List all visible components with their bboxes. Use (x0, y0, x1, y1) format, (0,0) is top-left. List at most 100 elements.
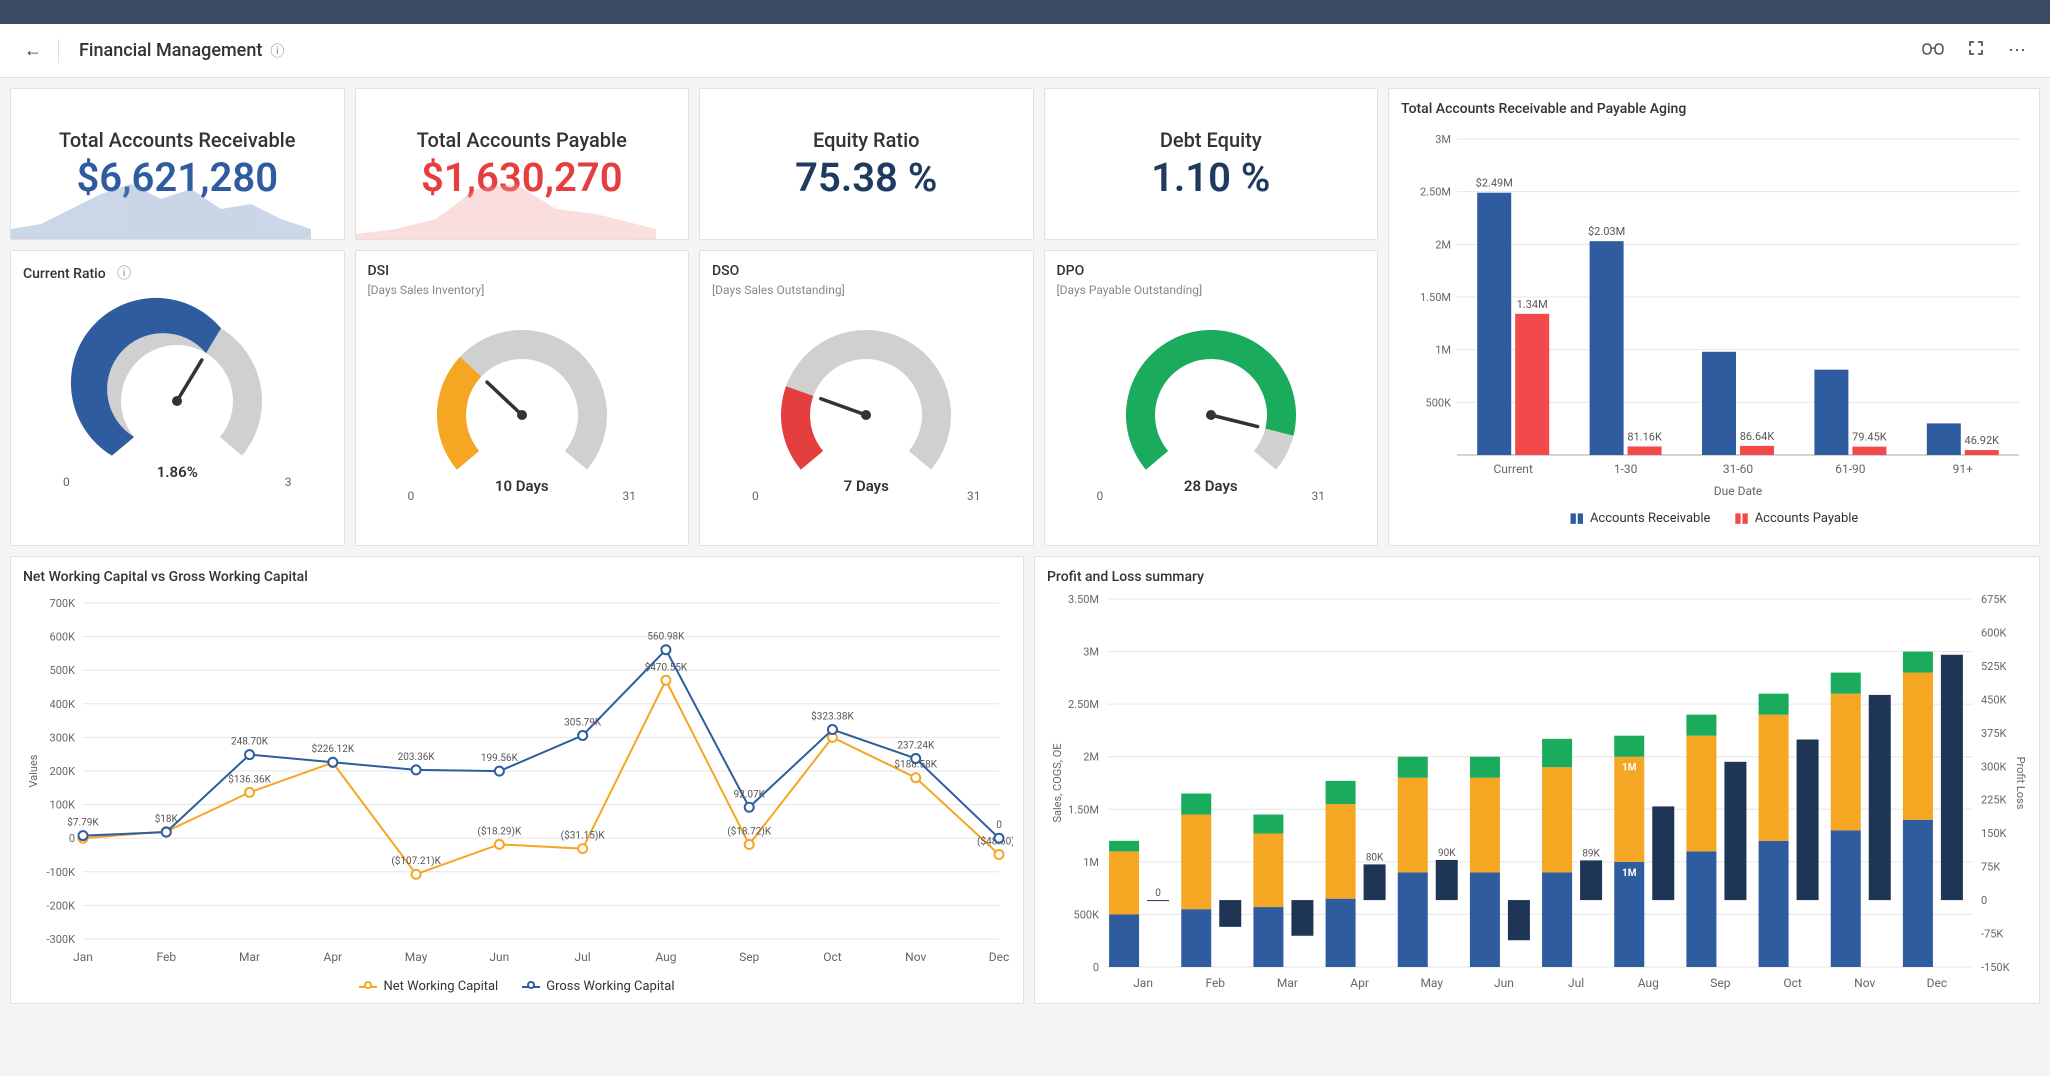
svg-text:Jan: Jan (73, 950, 93, 964)
page-title: Financial Management (79, 40, 262, 61)
chart-title: Net Working Capital vs Gross Working Cap… (23, 569, 1011, 585)
svg-text:0: 0 (996, 820, 1002, 831)
svg-text:90K: 90K (1438, 848, 1456, 859)
svg-text:600K: 600K (50, 631, 76, 644)
working-capital-chart: -300K-200K-100K0100K200K300K400K500K600K… (23, 589, 1013, 969)
legend-item-net: Net Working Capital (359, 979, 498, 994)
svg-text:500K: 500K (1074, 908, 1100, 921)
svg-text:Aug: Aug (655, 950, 676, 964)
svg-text:$136.36K: $136.36K (228, 772, 271, 785)
svg-text:79.45K: 79.45K (1852, 431, 1887, 444)
svg-text:Values: Values (27, 754, 40, 787)
chart-title: DSO (712, 263, 1021, 279)
gauge-max: 31 (623, 489, 637, 503)
svg-text:Oct: Oct (1783, 976, 1802, 990)
header: ← Financial Management ⓘ ⋯ (0, 24, 2050, 78)
svg-text:1.50M: 1.50M (1068, 803, 1099, 816)
svg-text:2.50M: 2.50M (1420, 186, 1451, 199)
svg-text:46.92K: 46.92K (1965, 434, 2000, 447)
gauge-dsi[interactable]: DSI [Days Sales Inventory] 10 Days 031 (355, 250, 690, 546)
svg-text:Mar: Mar (239, 950, 260, 964)
svg-text:92.07K: 92.07K (733, 789, 765, 800)
svg-text:$470.55K: $470.55K (645, 660, 688, 673)
svg-text:100K: 100K (50, 799, 76, 812)
gauge-min: 0 (63, 475, 70, 489)
svg-text:-300K: -300K (47, 933, 76, 946)
svg-text:($18.29)K: ($18.29)K (477, 824, 522, 837)
svg-text:$226.12K: $226.12K (311, 742, 354, 755)
svg-text:1.50M: 1.50M (1420, 291, 1451, 304)
svg-text:248.70K: 248.70K (231, 737, 269, 748)
chart-title: DSI (368, 263, 677, 279)
pnl-chart: 0500K1M1.50M2M2.50M3M3.50M-150K-75K075K1… (1047, 589, 2027, 995)
gauge-dpo[interactable]: DPO [Days Payable Outstanding] 28 Days 0… (1044, 250, 1379, 546)
svg-text:203.36K: 203.36K (398, 752, 436, 763)
svg-text:700K: 700K (50, 597, 76, 610)
back-arrow-icon[interactable]: ← (24, 40, 42, 61)
svg-text:61-90: 61-90 (1835, 462, 1866, 476)
svg-text:Nov: Nov (905, 950, 926, 964)
expand-icon[interactable] (1968, 40, 1984, 61)
kpi-debt[interactable]: Debt Equity 1.10 % (1044, 88, 1379, 240)
kpi-payable[interactable]: Total Accounts Payable $1,630,270 (355, 88, 690, 240)
more-icon[interactable]: ⋯ (2008, 40, 2026, 61)
svg-text:Jan: Jan (1133, 976, 1153, 990)
svg-text:Jul: Jul (575, 950, 591, 964)
svg-text:237.24K: 237.24K (897, 740, 935, 751)
svg-text:525K: 525K (1981, 660, 2007, 673)
gauge-dso[interactable]: DSO [Days Sales Outstanding] 7 Days 031 (699, 250, 1034, 546)
svg-text:89K: 89K (1582, 848, 1600, 859)
svg-text:1-30: 1-30 (1614, 462, 1638, 476)
svg-text:Jun: Jun (489, 950, 509, 964)
kpi-equity[interactable]: Equity Ratio 75.38 % (699, 88, 1034, 240)
info-icon[interactable]: ⓘ (270, 41, 284, 61)
svg-text:$323.38K: $323.38K (811, 710, 854, 723)
svg-text:375K: 375K (1981, 727, 2007, 740)
gauge-current-ratio[interactable]: Current Ratio ⓘ 1.86% 03 (10, 250, 345, 546)
svg-text:Apr: Apr (323, 950, 342, 964)
working-capital-card[interactable]: Net Working Capital vs Gross Working Cap… (10, 556, 1024, 1004)
svg-text:3M: 3M (1435, 133, 1451, 146)
svg-text:675K: 675K (1981, 593, 2007, 606)
svg-text:1M: 1M (1083, 856, 1099, 869)
svg-text:Apr: Apr (1350, 976, 1369, 990)
gauge-max: 31 (1312, 489, 1326, 503)
svg-text:-100K: -100K (47, 866, 76, 879)
svg-text:1M: 1M (1622, 763, 1637, 774)
svg-text:-75K: -75K (1981, 928, 2003, 941)
sparkline (11, 179, 311, 239)
svg-text:$2.49M: $2.49M (1476, 177, 1513, 190)
svg-text:3.50M: 3.50M (1068, 593, 1099, 606)
kpi-label: Total Accounts Receivable (59, 128, 296, 152)
svg-text:91+: 91+ (1953, 462, 1973, 476)
aging-chart-card[interactable]: Total Accounts Receivable and Payable Ag… (1388, 88, 2040, 546)
svg-text:86.64K: 86.64K (1740, 430, 1775, 443)
topbar (0, 0, 2050, 24)
svg-text:1.34M: 1.34M (1517, 298, 1548, 311)
svg-text:0: 0 (69, 832, 75, 845)
kpi-receivable[interactable]: Total Accounts Receivable $6,621,280 (10, 88, 345, 240)
gauge-min: 0 (752, 489, 759, 503)
kpi-label: Total Accounts Payable (417, 128, 627, 152)
legend-item-gross: Gross Working Capital (522, 979, 674, 994)
svg-text:$7.79K: $7.79K (67, 816, 99, 829)
svg-text:400K: 400K (50, 698, 76, 711)
chart-title: Current Ratio (23, 266, 106, 282)
svg-text:2M: 2M (1083, 751, 1099, 764)
legend-item-receivable: ▮▮ Accounts Receivable (1570, 511, 1711, 526)
glasses-icon[interactable] (1922, 40, 1944, 61)
kpi-value: 1.10 % (1151, 154, 1270, 201)
pnl-card[interactable]: Profit and Loss summary 0500K1M1.50M2M2.… (1034, 556, 2040, 1004)
svg-text:2M: 2M (1435, 238, 1451, 251)
svg-text:3M: 3M (1083, 646, 1099, 659)
svg-text:150K: 150K (1981, 827, 2007, 840)
svg-text:199.56K: 199.56K (481, 753, 519, 764)
svg-text:81.16K: 81.16K (1627, 430, 1662, 443)
svg-text:$2.03M: $2.03M (1588, 225, 1625, 238)
svg-text:May: May (1420, 976, 1443, 990)
gauge-min: 0 (408, 489, 415, 503)
info-icon[interactable]: ⓘ (117, 266, 131, 282)
legend: ▮▮ Accounts Receivable ▮▮ Accounts Payab… (1401, 511, 2027, 526)
svg-text:($107.21)K: ($107.21)K (391, 854, 441, 867)
svg-text:Profit Loss: Profit Loss (2014, 757, 2027, 810)
